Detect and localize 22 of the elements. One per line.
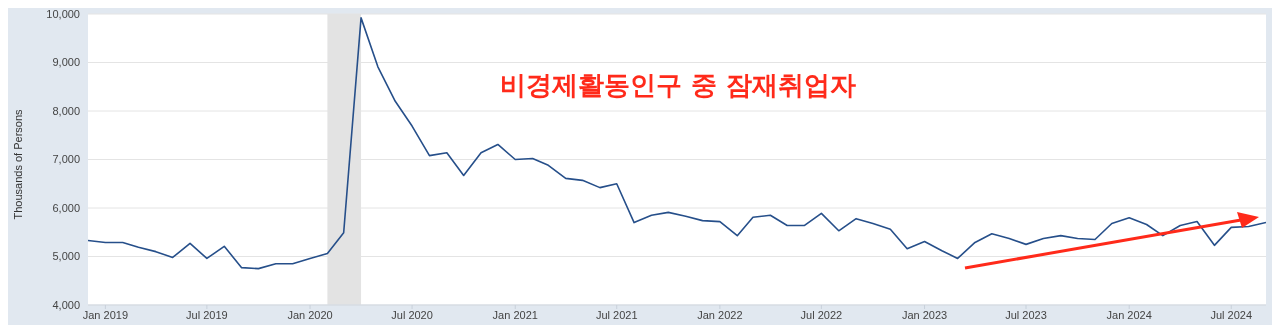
y-tick-label: 6,000	[52, 201, 80, 214]
y-tick-label: 8,000	[52, 104, 80, 117]
y-tick-label: 5,000	[52, 250, 80, 263]
y-tick-label: 10,000	[46, 7, 80, 20]
x-tick-label: Jul 2023	[1005, 308, 1047, 321]
annotation: 비경제활동인구 중 잠재취업자	[498, 69, 858, 102]
x-tick-label: Jan 2022	[697, 308, 743, 321]
x-tick-label: Jul 2021	[595, 308, 638, 321]
line-series	[88, 17, 1266, 270]
x-tick-label: Jan 2024	[1106, 308, 1152, 321]
x-tick-label: Jan 2021	[492, 308, 538, 321]
x-tick-label: Jul 2019	[186, 308, 228, 321]
x-tick-label: Jul 2022	[800, 308, 843, 321]
y-tick-label: 7,000	[52, 153, 80, 166]
x-tick-label: Jul 2024	[1210, 308, 1253, 321]
y-tick-label: 9,000	[52, 56, 80, 69]
x-tick-label: Jul 2020	[391, 308, 433, 321]
x-tick-label: Jan 2023	[901, 308, 948, 321]
y-axis-title: Thousands of Persons	[11, 108, 24, 220]
x-tick-label: Jan 2019	[82, 308, 129, 321]
y-tick-label: 4,000	[52, 298, 80, 311]
x-tick-label: Jan 2020	[287, 308, 333, 321]
